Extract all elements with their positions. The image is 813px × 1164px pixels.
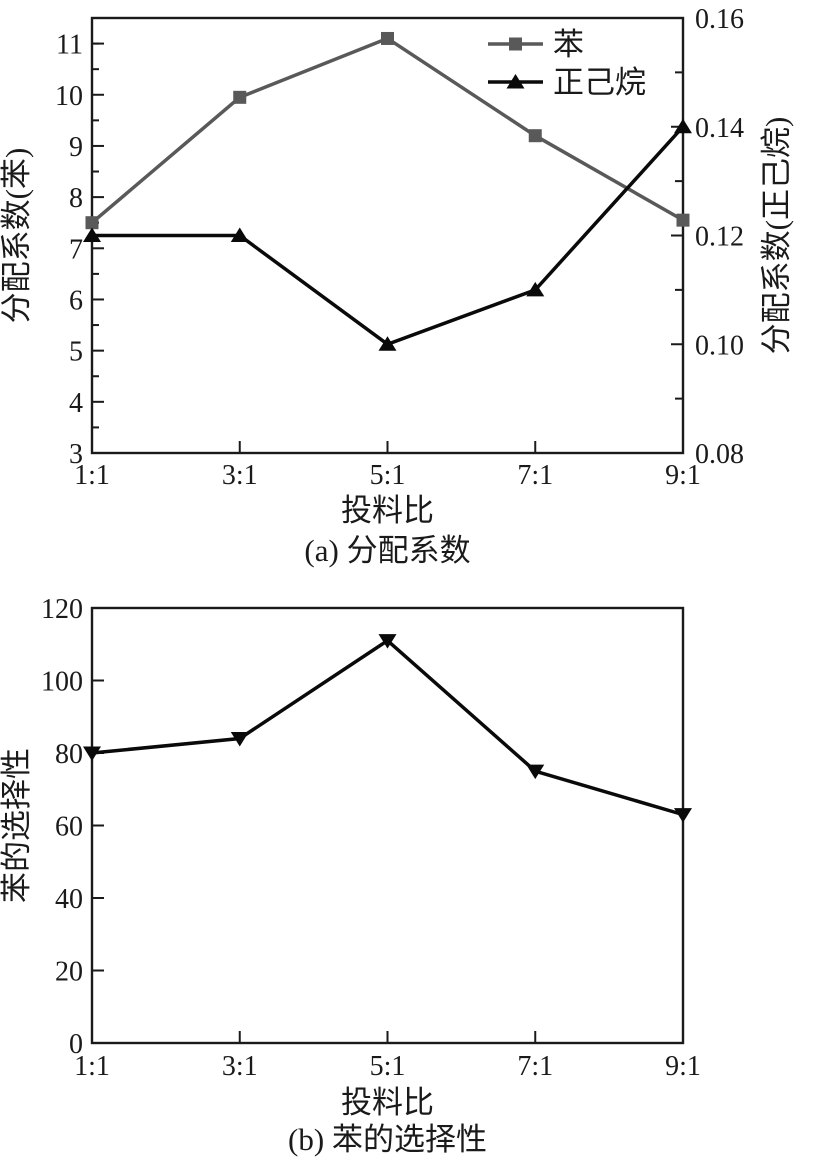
series-1-marker xyxy=(83,227,101,242)
y-axis-title-left: 分配系数(苯) xyxy=(0,148,34,324)
series-0-marker xyxy=(528,129,542,143)
legend-item-label: 苯 xyxy=(553,27,584,62)
chart-b-benzene-selectivity: 0 20 40 60 80 100 120 1:1 3:1 5:1 7:1 9:1 苯的选择性投料比 (b… xyxy=(0,568,813,1164)
y-axis-tick-label-left: 100 xyxy=(41,667,83,698)
y-axis-tick-label-left: 7 xyxy=(69,234,83,265)
series-0-marker xyxy=(233,90,247,104)
y-axis-tick-label-right: 0.10 xyxy=(695,330,744,361)
chart-b-canvas: 0 20 40 60 80 100 120 1:1 3:1 5:1 7:1 9:1 苯的选择性投料比(b… xyxy=(0,594,701,1157)
y-axis-title-right: 分配系数(正己烷) xyxy=(759,117,794,355)
y-axis-tick-label-right: 0.16 xyxy=(695,4,744,35)
y-axis-tick-label-left: 8 xyxy=(69,183,83,214)
x-axis-tick-label: 7:1 xyxy=(517,1051,553,1082)
series-0-marker xyxy=(85,216,99,230)
x-axis-tick-label: 5:1 xyxy=(370,460,406,491)
y-axis-tick-label-right: 0.14 xyxy=(695,113,744,144)
y-axis-tick-label-left: 60 xyxy=(55,812,83,843)
series-1-marker xyxy=(526,281,545,297)
legend-swatch-marker xyxy=(509,37,522,51)
x-axis-tick-label: 3:1 xyxy=(222,1051,258,1082)
series-1-marker xyxy=(378,336,397,351)
series-0-marker xyxy=(674,808,692,823)
x-axis-title: 投料比 xyxy=(341,1085,434,1120)
x-axis-tick-label: 5:1 xyxy=(370,1051,406,1082)
series-0-marker xyxy=(378,634,397,649)
y-axis-tick-label-right: 0.12 xyxy=(695,222,744,253)
x-axis-tick-label: 7:1 xyxy=(517,460,553,491)
y-axis-tick-label-left: 120 xyxy=(41,594,83,625)
series-1-marker xyxy=(674,118,692,134)
y-axis-title-left: 苯的选择性 xyxy=(0,748,34,903)
series-0-marker xyxy=(676,213,690,227)
y-axis-tick-label-left: 80 xyxy=(55,739,83,770)
y-axis-tick-label-left: 6 xyxy=(69,285,83,316)
chart-caption: (a) 分配系数 xyxy=(304,533,470,568)
x-axis-tick-label: 3:1 xyxy=(222,460,258,491)
y-axis-tick-label-left: 20 xyxy=(55,957,83,988)
x-axis-title: 投料比 xyxy=(341,493,434,528)
series-1-line xyxy=(92,125,685,347)
y-axis-tick-label-left: 3 xyxy=(69,439,83,470)
y-axis-tick-label-left: 11 xyxy=(56,30,83,61)
y-axis-tick-label-left: 5 xyxy=(69,337,83,368)
y-axis-tick-label-left: 10 xyxy=(55,81,83,112)
y-axis-tick-label-right: 0.08 xyxy=(695,439,744,470)
legend-item-label: 正己烷 xyxy=(553,65,646,100)
series-1-marker xyxy=(230,227,249,242)
series-0-marker xyxy=(526,764,545,780)
y-axis-tick-label-left: 40 xyxy=(55,884,83,915)
series-0-marker xyxy=(230,732,249,747)
series-0-marker xyxy=(83,746,101,761)
chart-a-canvas: 3 4 5 6 7 8 9 10 11 0.08 0.10 0.12 0.14 0.16 1:1 3:1 5:1… xyxy=(0,4,794,568)
chart-a-distribution-coefficient: 3 4 5 6 7 8 9 10 11 0.08 0.10 0.12 0.14 0.16 1:1 3:1 5:1… xyxy=(0,0,813,568)
series-0-line xyxy=(91,638,684,817)
chart-caption: (b) 苯的选择性 xyxy=(288,1122,487,1157)
x-axis-tick-label: 1:1 xyxy=(74,460,110,491)
series-0-marker xyxy=(381,31,394,45)
y-axis-tick-label-left: 4 xyxy=(69,388,83,419)
x-axis-tick-label: 1:1 xyxy=(74,1051,110,1082)
plot-frame xyxy=(90,606,685,1045)
legend-swatch-marker xyxy=(506,74,525,89)
x-axis-tick-label: 9:1 xyxy=(665,460,701,491)
y-axis-tick-label-left: 9 xyxy=(69,132,83,163)
y-axis-tick-label-left: 0 xyxy=(69,1029,83,1060)
x-axis-tick-label: 9:1 xyxy=(665,1051,701,1082)
